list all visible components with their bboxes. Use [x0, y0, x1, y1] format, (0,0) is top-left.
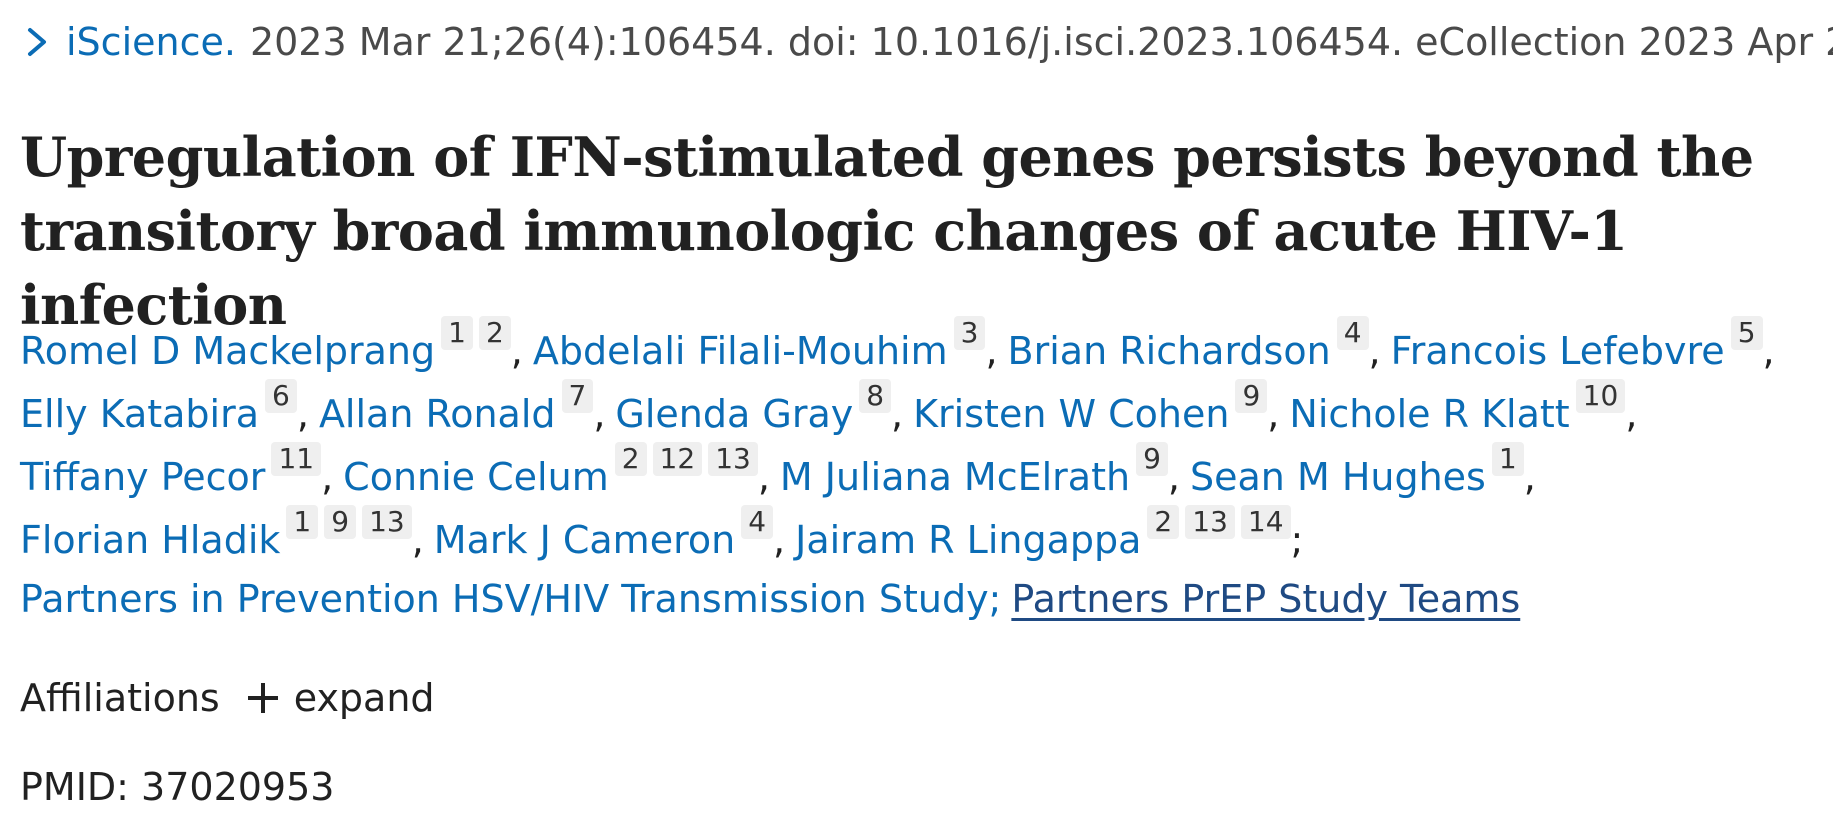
author-link[interactable]: M Juliana McElrath	[779, 455, 1131, 499]
journal-link[interactable]: iScience.	[66, 20, 236, 64]
author-link[interactable]: Mark J Cameron	[433, 518, 736, 562]
author-list: Romel D Mackelprang 1 2, Abdelali Filali-Mo…	[20, 316, 1820, 631]
affiliations-expand-button[interactable]: expand	[247, 676, 435, 720]
affiliation-badge[interactable]: 8	[859, 379, 892, 413]
affiliation-badge[interactable]: 9	[1136, 442, 1168, 476]
author-link[interactable]: Jairam R Lingappa	[795, 518, 1142, 562]
author-link[interactable]: Romel D Mackelprang	[20, 329, 436, 373]
author-line: Elly Katabira 6, Allan Ronald 7, Glenda Gray…	[20, 379, 1820, 442]
author-separator: ;	[1290, 518, 1304, 562]
author-separator: ,	[321, 455, 334, 499]
author-separator: ,	[510, 329, 523, 373]
affiliation-badge[interactable]: 3	[953, 316, 986, 350]
author-link[interactable]: Connie Celum	[343, 455, 609, 499]
article-title: Upregulation of IFN-stimulated genes per…	[20, 120, 1800, 342]
affiliation-badge[interactable]: 14	[1240, 505, 1291, 539]
author-separator: ,	[1762, 329, 1775, 373]
author-link[interactable]: Francois Lefebvre	[1390, 329, 1725, 373]
author-link[interactable]: Sean M Hughes	[1190, 455, 1486, 499]
affiliation-badge[interactable]: 2	[1147, 505, 1180, 539]
affiliation-badge[interactable]: 2	[478, 316, 511, 350]
author-link[interactable]: Brian Richardson	[1007, 329, 1331, 373]
author-link[interactable]: Kristen W Cohen	[913, 392, 1230, 436]
affiliation-badge[interactable]: 13	[1185, 505, 1235, 539]
author-separator: ,	[411, 518, 424, 562]
citation-line: iScience. 2023 Mar 21;26(4):106454. doi:…	[20, 16, 1833, 68]
author-separator: ,	[891, 392, 904, 436]
author-link[interactable]: Florian Hladik	[20, 518, 281, 562]
author-separator: ,	[593, 392, 606, 436]
author-separator: ,	[1625, 392, 1638, 436]
author-line: Romel D Mackelprang 1 2, Abdelali Filali-Mo…	[20, 316, 1820, 379]
affiliation-badge[interactable]: 2	[614, 442, 647, 476]
group-author-line: Partners in Prevention HSV/HIV Transmiss…	[20, 568, 1820, 631]
author-link[interactable]: Tiffany Pecor	[20, 455, 266, 499]
affiliations-row: Affiliations expand	[20, 672, 435, 724]
article-title-line-2: transitory broad immunologic changes of …	[20, 199, 1628, 337]
affiliation-badge[interactable]: 11	[271, 442, 322, 476]
expand-label: expand	[293, 676, 435, 720]
affiliation-badge[interactable]: 1	[441, 316, 473, 350]
author-separator: ,	[757, 455, 770, 499]
author-separator: ,	[1267, 392, 1280, 436]
author-link[interactable]: Glenda Gray	[615, 392, 854, 436]
article-title-line-1: Upregulation of IFN-stimulated genes per…	[20, 125, 1754, 189]
affiliation-badge[interactable]: 6	[265, 379, 297, 413]
author-separator: ,	[1523, 455, 1536, 499]
affiliation-badge[interactable]: 4	[1336, 316, 1369, 350]
affiliation-badge[interactable]: 9	[1235, 379, 1268, 413]
chevron-right-icon[interactable]	[20, 22, 54, 62]
author-link[interactable]: Nichole R Klatt	[1289, 392, 1570, 436]
affiliation-badge[interactable]: 10	[1575, 379, 1626, 413]
affiliation-badge[interactable]: 12	[652, 442, 703, 476]
pmid: PMID: 37020953	[20, 765, 335, 809]
group-author-link[interactable]: Partners in Prevention HSV/HIV Transmiss…	[20, 577, 1002, 621]
affiliation-badge[interactable]: 1	[286, 505, 319, 539]
affiliation-badge[interactable]: 9	[324, 505, 357, 539]
affiliation-badge[interactable]: 4	[741, 505, 774, 539]
affiliation-badge[interactable]: 1	[1491, 442, 1524, 476]
group-author-link-underlined[interactable]: Partners PrEP Study Teams	[1011, 577, 1521, 621]
affiliation-badge[interactable]: 5	[1730, 316, 1763, 350]
affiliations-label: Affiliations	[20, 676, 220, 720]
author-separator: ,	[985, 329, 998, 373]
author-link[interactable]: Allan Ronald	[318, 392, 556, 436]
author-link[interactable]: Elly Katabira	[20, 392, 260, 436]
author-separator: ,	[296, 392, 309, 436]
citation-details: 2023 Mar 21;26(4):106454. doi: 10.1016/j…	[249, 20, 1833, 64]
affiliation-badge[interactable]: 7	[561, 379, 594, 413]
author-link[interactable]: Abdelali Filali-Mouhim	[532, 329, 948, 373]
affiliation-badge[interactable]: 13	[708, 442, 758, 476]
plus-icon	[247, 683, 278, 713]
author-line: Florian Hladik 1 9 13, Mark J Cameron 4, Jaira…	[20, 505, 1820, 568]
author-separator: ,	[1167, 455, 1180, 499]
affiliation-badge[interactable]: 13	[362, 505, 412, 539]
author-separator: ,	[773, 518, 786, 562]
author-line: Tiffany Pecor 11, Connie Celum 2 12 13, M Juli…	[20, 442, 1820, 505]
author-separator: ,	[1368, 329, 1381, 373]
